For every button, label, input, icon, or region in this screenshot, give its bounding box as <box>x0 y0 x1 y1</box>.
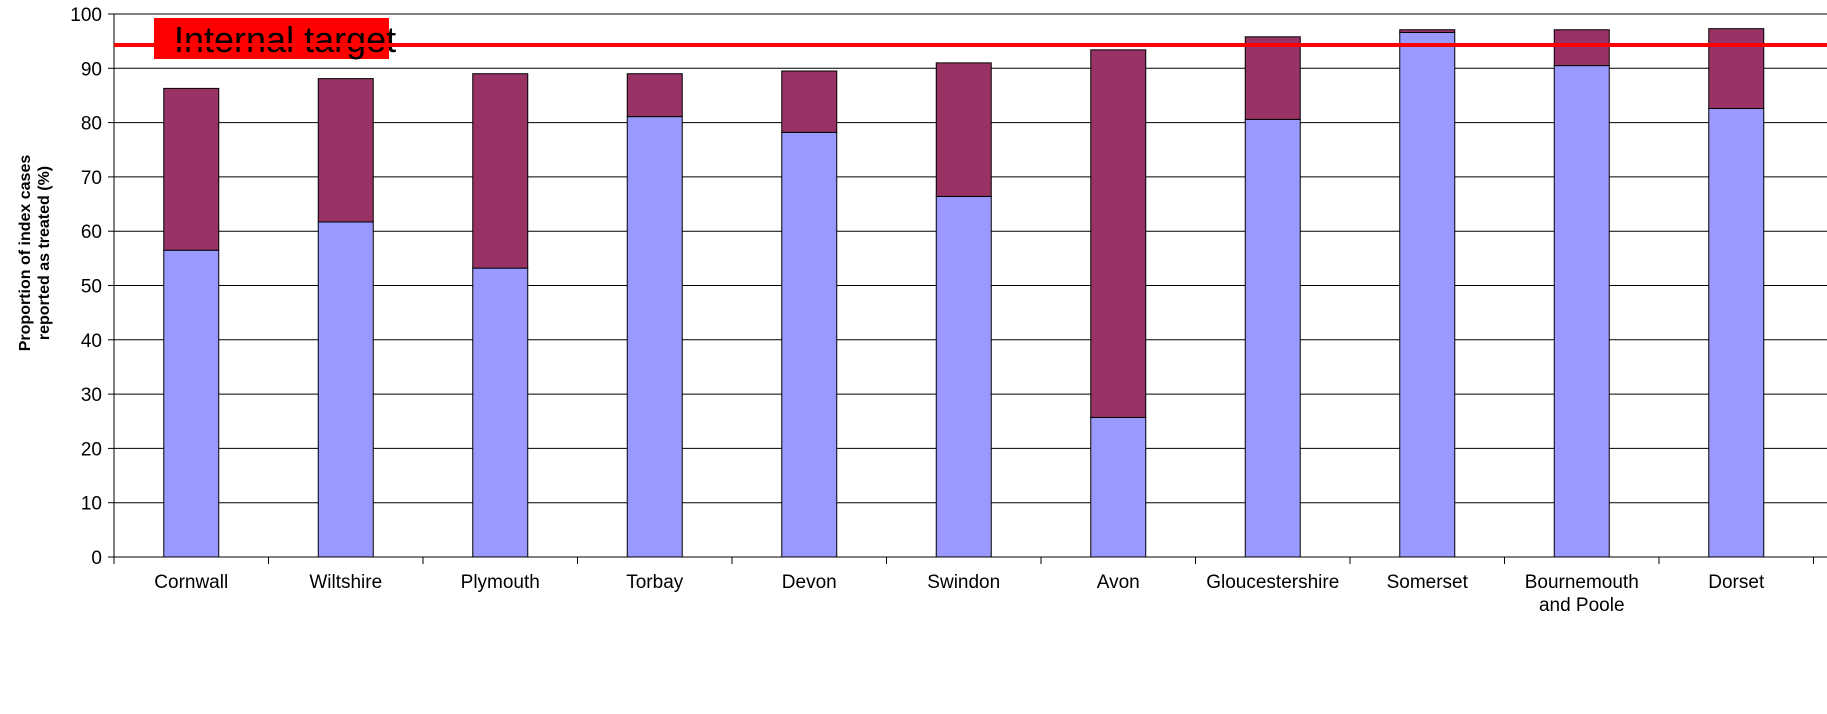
bar-swindon-series-1 <box>935 195 992 558</box>
y-tick-label-0: 0 <box>91 548 102 569</box>
axes <box>108 13 1827 564</box>
bar-torbay-series-1 <box>626 116 683 558</box>
bar-cornwall-series-2 <box>163 87 220 251</box>
y-tick-label-20: 20 <box>81 439 102 460</box>
y-tick-label-10: 10 <box>81 494 102 515</box>
bar-torbay-series-2 <box>626 73 683 118</box>
bar-wiltshire-series-2 <box>317 78 374 223</box>
internal-target: Internal target <box>114 18 1827 60</box>
x-tick-label-4: Torbay <box>626 572 684 593</box>
bar-devon-series-1 <box>781 131 838 558</box>
y-tick-label-100: 100 <box>70 5 102 26</box>
x-tick-labels: Cornwall Wiltshire Plymouth Torbay Devon Swin… <box>154 572 1765 616</box>
bar-bournemouth-and-poole-series-2 <box>1553 29 1610 67</box>
bar-somerset-series-2 <box>1399 29 1456 33</box>
x-tick-label-3: Plymouth <box>461 572 540 593</box>
y-tick-label-80: 80 <box>81 114 102 135</box>
bar-gloucestershire-series-2 <box>1244 36 1301 120</box>
bar-dorset-series-1 <box>1708 107 1765 558</box>
x-tick-label-8: Gloucestershire <box>1206 572 1339 593</box>
bar-plymouth-series-2 <box>472 73 529 269</box>
x-tick-label-7: Avon <box>1097 572 1140 593</box>
bar-cornwall-series-1 <box>163 249 220 558</box>
x-tick-label-9: Somerset <box>1387 572 1469 593</box>
y-tick-labels: 0 10 20 30 40 50 60 70 80 90 100 <box>70 5 102 569</box>
y-axis-label: Proportion of index cases reported as tre… <box>17 155 53 352</box>
bar-gloucestershire-series-1 <box>1244 118 1301 558</box>
y-tick-label-60: 60 <box>81 222 102 243</box>
bar-devon-series-2 <box>781 70 838 133</box>
x-tick-label-6: Swindon <box>927 572 1000 593</box>
y-tick-label-50: 50 <box>81 277 102 298</box>
y-tick-label-40: 40 <box>81 331 102 352</box>
y-tick-label-30: 30 <box>81 385 102 406</box>
bar-somerset-series-1 <box>1399 31 1456 558</box>
bar-dorset-series-2 <box>1708 28 1765 109</box>
bars <box>163 28 1765 558</box>
y-tick-label-70: 70 <box>81 168 102 189</box>
target-label: Internal target <box>174 19 396 60</box>
x-tick-label-10: Bournemouth and Poole <box>1525 572 1639 616</box>
bar-avon-series-2 <box>1090 49 1147 418</box>
y-tick-label-90: 90 <box>81 59 102 80</box>
bar-plymouth-series-1 <box>472 267 529 558</box>
bar-bournemouth-and-poole-series-1 <box>1553 65 1610 558</box>
bar-swindon-series-2 <box>935 62 992 197</box>
x-tick-label-11: Dorset <box>1708 572 1765 593</box>
bar-wiltshire-series-1 <box>317 221 374 558</box>
target-label-box <box>154 18 389 59</box>
x-tick-label-5: Devon <box>782 572 837 593</box>
x-tick-label-1: Cornwall <box>154 572 228 593</box>
x-tick-label-2: Wiltshire <box>309 572 382 593</box>
bar-avon-series-1 <box>1090 416 1147 558</box>
